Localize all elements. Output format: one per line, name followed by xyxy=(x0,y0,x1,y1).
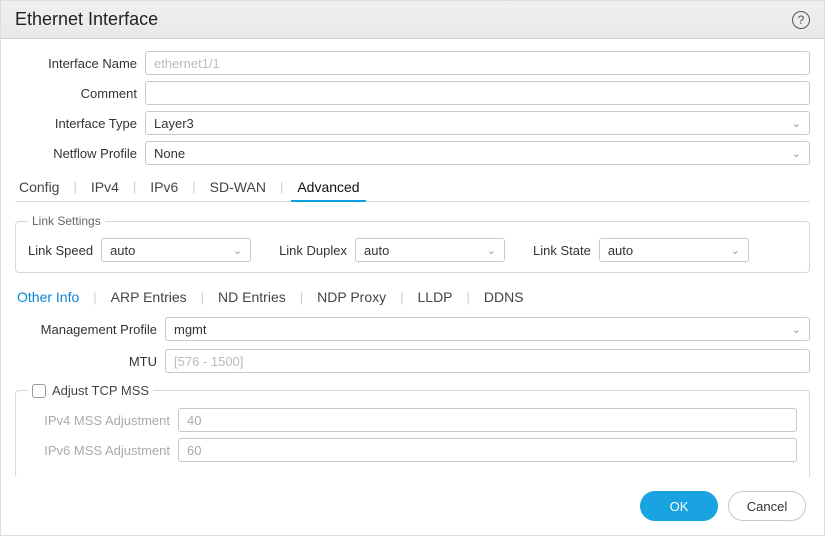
label-link-state: Link State xyxy=(533,243,591,258)
dialog-body: Interface Name Comment Interface Type La… xyxy=(1,39,824,477)
interface-type-select[interactable]: Layer3 ⌄ xyxy=(145,111,810,135)
label-interface-name: Interface Name xyxy=(15,56,145,71)
subtab-nd-entries[interactable]: ND Entries xyxy=(216,285,288,309)
chevron-down-icon: ⌄ xyxy=(233,244,242,257)
comment-input[interactable] xyxy=(145,81,810,105)
label-comment: Comment xyxy=(15,86,145,101)
chevron-down-icon: ⌄ xyxy=(792,117,801,130)
link-state-field: Link State auto ⌄ xyxy=(533,238,749,262)
adjust-tcp-mss-checkbox[interactable] xyxy=(32,384,46,398)
mgmt-profile-select[interactable]: mgmt ⌄ xyxy=(165,317,810,341)
row-management-profile: Management Profile mgmt ⌄ xyxy=(15,317,810,341)
link-duplex-select[interactable]: auto ⌄ xyxy=(355,238,505,262)
mtu-input[interactable] xyxy=(165,349,810,373)
link-speed-field: Link Speed auto ⌄ xyxy=(28,238,251,262)
subtab-arp-entries[interactable]: ARP Entries xyxy=(109,285,189,309)
row-interface-type: Interface Type Layer3 ⌄ xyxy=(15,111,810,135)
label-ipv6-mss: IPv6 MSS Adjustment xyxy=(28,443,178,458)
adjust-tcp-mss-legend: Adjust TCP MSS xyxy=(28,383,153,398)
link-state-select[interactable]: auto ⌄ xyxy=(599,238,749,262)
ipv6-mss-input xyxy=(178,438,797,462)
subtab-ddns[interactable]: DDNS xyxy=(482,285,526,309)
link-duplex-field: Link Duplex auto ⌄ xyxy=(279,238,505,262)
chevron-down-icon: ⌄ xyxy=(731,244,740,257)
chevron-down-icon: ⌄ xyxy=(487,244,496,257)
row-ipv6-mss: IPv6 MSS Adjustment xyxy=(28,438,797,462)
ok-button[interactable]: OK xyxy=(640,491,718,521)
label-interface-type: Interface Type xyxy=(15,116,145,131)
ethernet-interface-dialog: Ethernet Interface ? Interface Name Comm… xyxy=(0,0,825,536)
row-interface-name: Interface Name xyxy=(15,51,810,75)
advanced-subtabs: Other Info | ARP Entries | ND Entries | … xyxy=(15,285,810,309)
tab-ipv6[interactable]: IPv6 xyxy=(146,173,182,201)
cancel-button[interactable]: Cancel xyxy=(728,491,806,521)
chevron-down-icon: ⌄ xyxy=(792,147,801,160)
tab-ipv4[interactable]: IPv4 xyxy=(87,173,123,201)
ipv4-mss-input xyxy=(178,408,797,432)
label-link-duplex: Link Duplex xyxy=(279,243,347,258)
main-tabs: Config | IPv4 | IPv6 | SD-WAN | Advanced xyxy=(15,173,810,202)
row-ipv4-mss: IPv4 MSS Adjustment xyxy=(28,408,797,432)
help-icon[interactable]: ? xyxy=(792,11,810,29)
subtab-other-info[interactable]: Other Info xyxy=(15,285,81,309)
tab-config[interactable]: Config xyxy=(15,173,63,201)
link-settings-group: Link Settings Link Speed auto ⌄ Link Dup… xyxy=(15,214,810,273)
chevron-down-icon: ⌄ xyxy=(792,323,801,336)
row-mtu: MTU xyxy=(15,349,810,373)
dialog-title: Ethernet Interface xyxy=(15,9,158,30)
dialog-footer: OK Cancel xyxy=(1,477,824,535)
row-netflow-profile: Netflow Profile None ⌄ xyxy=(15,141,810,165)
tab-advanced[interactable]: Advanced xyxy=(293,173,363,201)
link-settings-legend: Link Settings xyxy=(28,214,105,228)
label-mgmt-profile: Management Profile xyxy=(15,322,165,337)
adjust-tcp-mss-group: Adjust TCP MSS IPv4 MSS Adjustment IPv6 … xyxy=(15,383,810,477)
subtab-ndp-proxy[interactable]: NDP Proxy xyxy=(315,285,388,309)
interface-name-input xyxy=(145,51,810,75)
netflow-profile-select[interactable]: None ⌄ xyxy=(145,141,810,165)
link-speed-select[interactable]: auto ⌄ xyxy=(101,238,251,262)
subtab-lldp[interactable]: LLDP xyxy=(416,285,455,309)
label-mtu: MTU xyxy=(15,354,165,369)
tab-sdwan[interactable]: SD-WAN xyxy=(206,173,270,201)
row-comment: Comment xyxy=(15,81,810,105)
label-link-speed: Link Speed xyxy=(28,243,93,258)
titlebar: Ethernet Interface ? xyxy=(1,1,824,39)
label-netflow-profile: Netflow Profile xyxy=(15,146,145,161)
label-ipv4-mss: IPv4 MSS Adjustment xyxy=(28,413,178,428)
